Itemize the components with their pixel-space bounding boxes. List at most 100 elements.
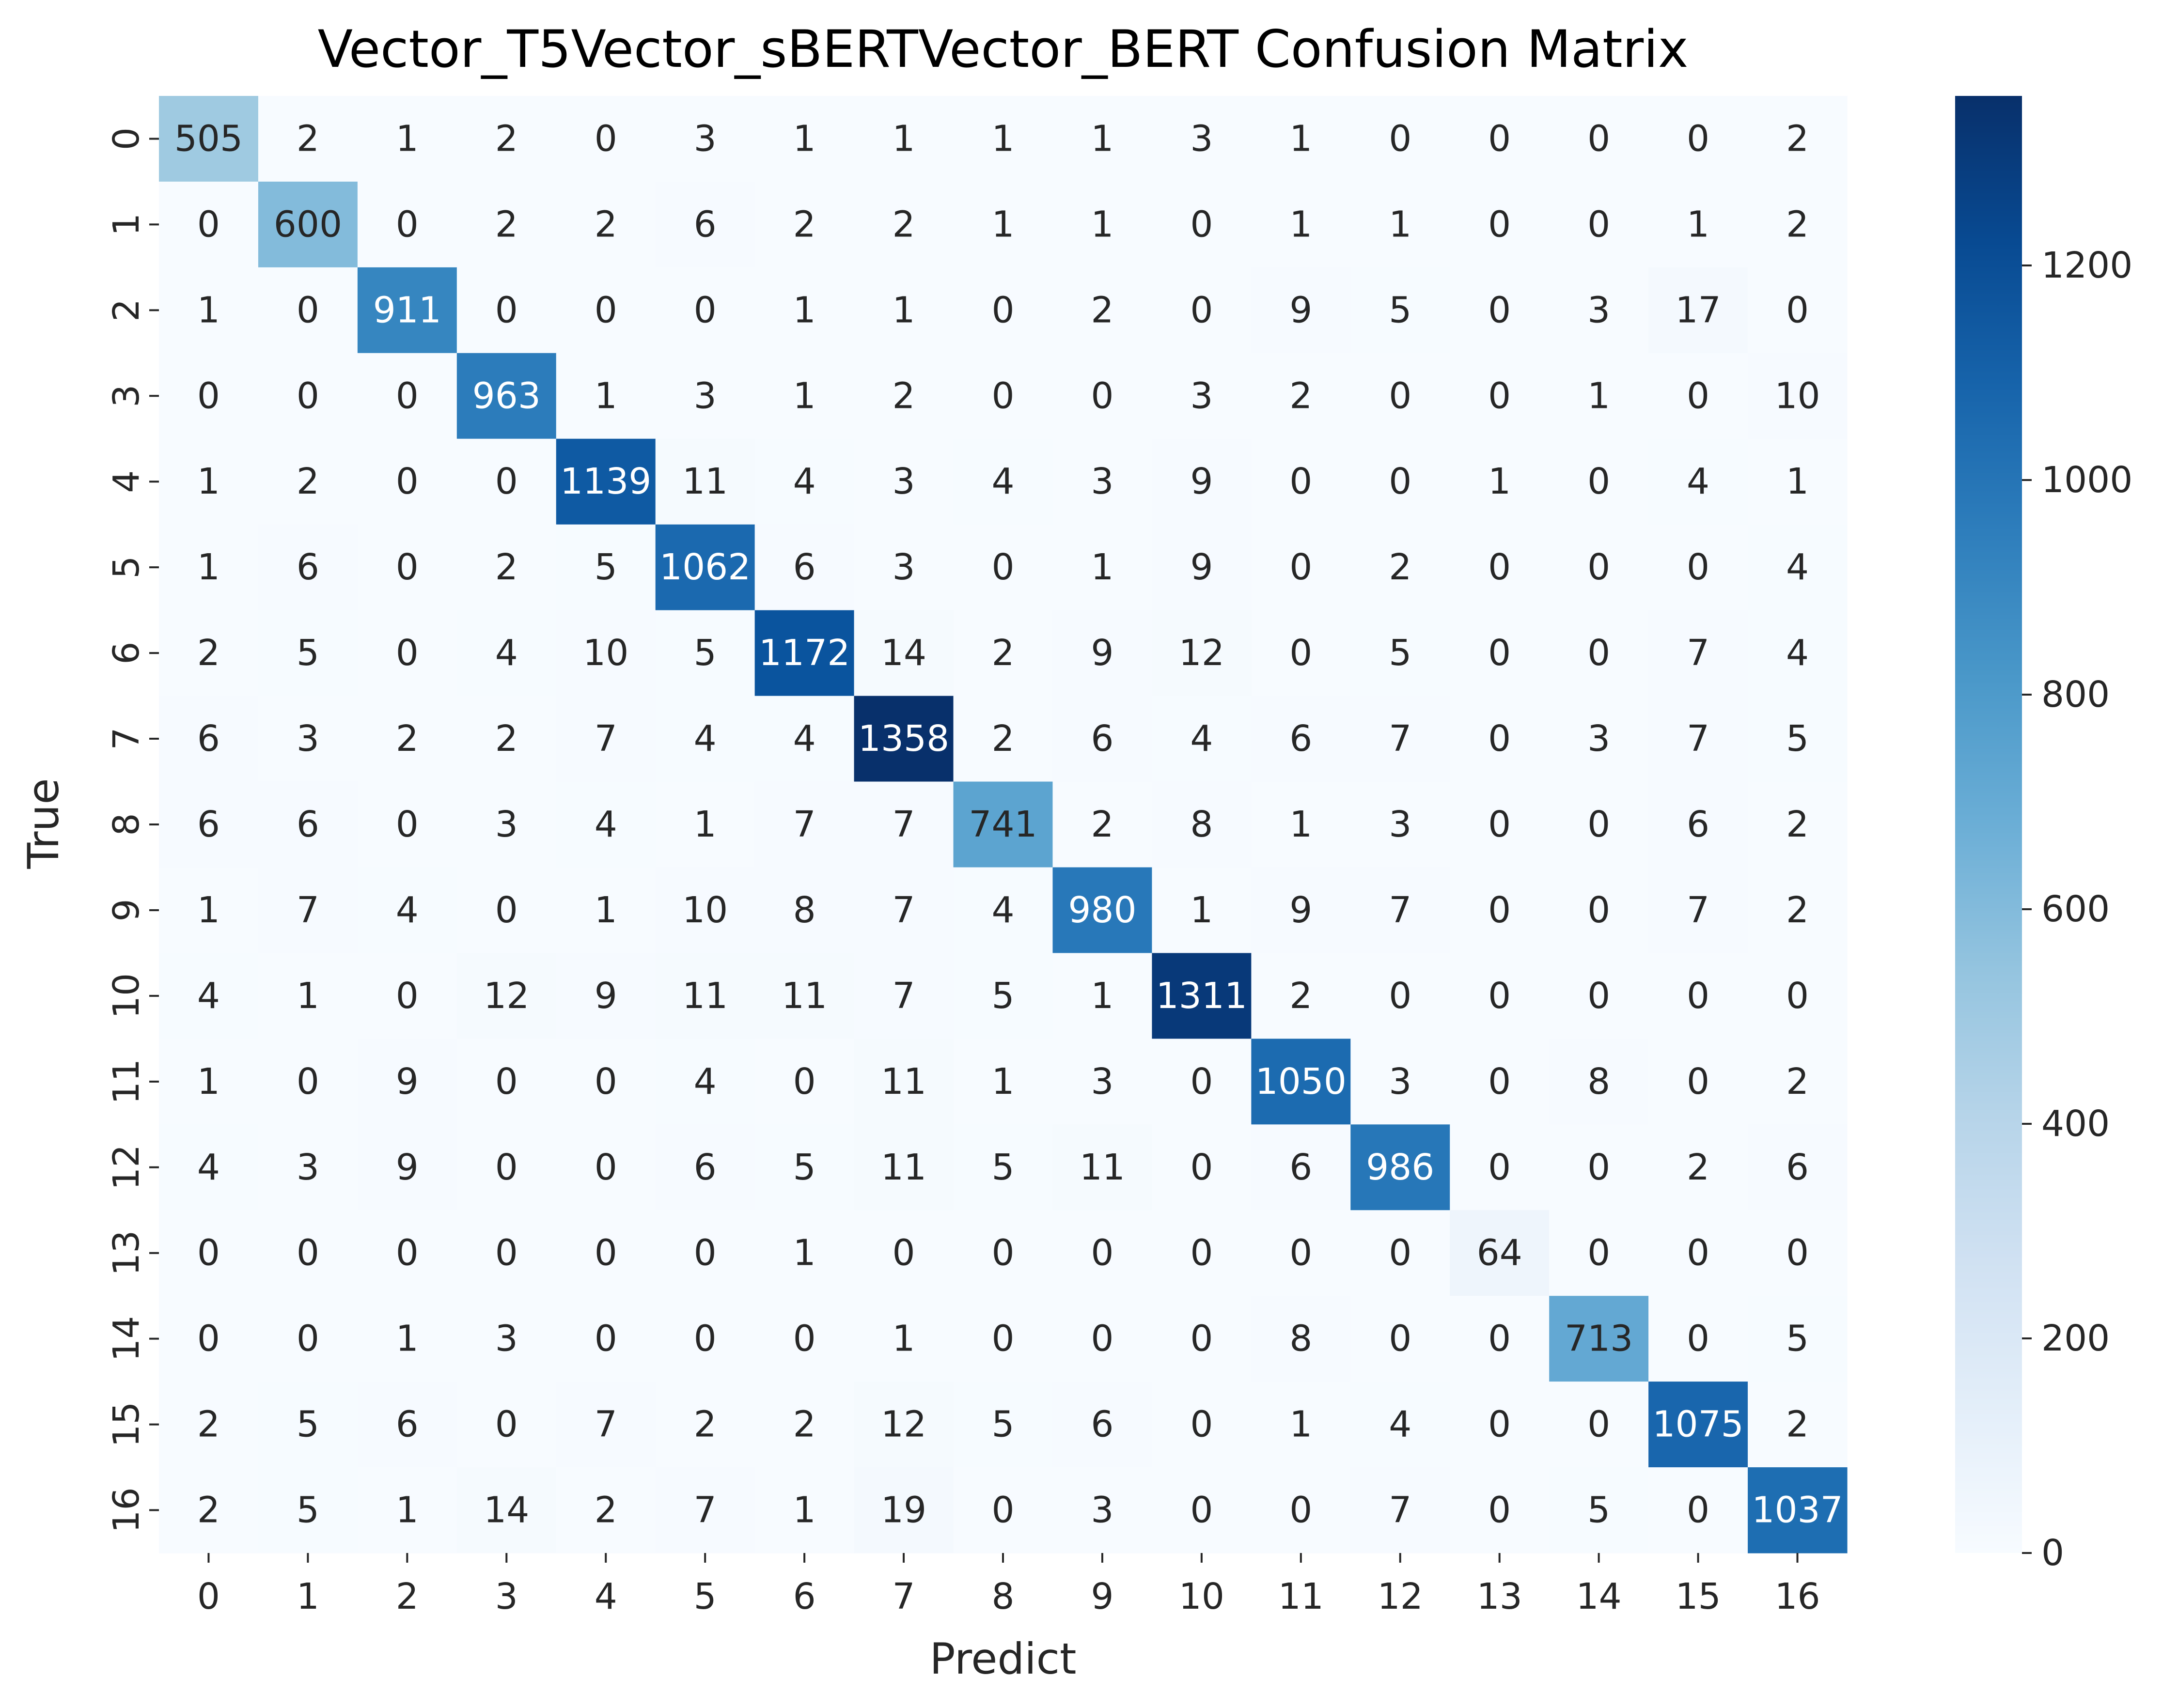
colorbar-tick-label: 600 <box>2041 888 2110 930</box>
heatmap-cell <box>1450 181 1550 268</box>
cell-value: 600 <box>274 203 342 245</box>
cell-value: 0 <box>197 203 220 245</box>
heatmap-cell <box>1748 96 1848 182</box>
heatmap-cell <box>854 353 954 439</box>
cell-value: 1037 <box>1752 1490 1843 1531</box>
heatmap-cell <box>1648 1210 1748 1296</box>
cell-value: 1 <box>893 1318 915 1360</box>
x-tick-label: 1 <box>297 1576 319 1617</box>
x-tick-label: 10 <box>1179 1576 1224 1617</box>
heatmap-cell <box>1052 181 1153 268</box>
heatmap-cell <box>456 953 557 1039</box>
heatmap-cell <box>456 353 557 439</box>
x-tick-label: 5 <box>694 1576 717 1617</box>
heatmap-cell <box>1350 1124 1450 1211</box>
cell-value: 963 <box>472 375 541 417</box>
y-axis-label: True <box>18 778 68 870</box>
heatmap-cell <box>655 1039 755 1125</box>
cell-value: 0 <box>595 1318 617 1360</box>
cell-value: 6 <box>694 1147 717 1188</box>
cell-value: 0 <box>1289 632 1312 674</box>
heatmap-cell <box>1549 1467 1649 1553</box>
heatmap-cell <box>1450 610 1550 697</box>
heatmap-cell <box>159 353 259 439</box>
heatmap-cell <box>159 181 259 268</box>
cell-value: 1 <box>297 975 319 1017</box>
heatmap-cell <box>655 953 755 1039</box>
heatmap-cell <box>1350 1210 1450 1296</box>
cell-value: 2 <box>793 203 816 245</box>
cell-value: 11 <box>881 1147 926 1188</box>
heatmap-cell <box>1251 181 1351 268</box>
cell-value: 0 <box>1587 118 1610 159</box>
cell-value: 0 <box>1488 546 1511 588</box>
heatmap-cell <box>655 781 755 868</box>
cell-value: 4 <box>1389 1404 1411 1445</box>
colorbar-tick-label: 1000 <box>2041 459 2132 501</box>
heatmap-cell <box>953 353 1053 439</box>
heatmap-cell <box>456 867 557 954</box>
heatmap-cell <box>357 867 457 954</box>
heatmap-cell <box>1549 1382 1649 1468</box>
cell-value: 0 <box>793 1061 816 1102</box>
cell-value: 2 <box>197 632 220 674</box>
cell-value: 0 <box>991 1232 1014 1274</box>
heatmap-cell <box>1052 96 1153 182</box>
heatmap-cell <box>456 438 557 525</box>
heatmap-cell <box>854 1124 954 1211</box>
cell-value: 7 <box>1389 889 1411 931</box>
cell-value: 7 <box>595 718 617 760</box>
cell-value: 6 <box>297 546 319 588</box>
heatmap-cell <box>556 781 656 868</box>
cell-value: 7 <box>1687 889 1709 931</box>
y-tick-label: 15 <box>106 1402 147 1447</box>
heatmap-cell <box>456 1382 557 1468</box>
heatmap-cell <box>1350 1296 1450 1382</box>
heatmap-cell <box>1152 524 1252 611</box>
heatmap-cell <box>655 524 755 611</box>
cell-value: 0 <box>495 1147 518 1188</box>
heatmap-cell <box>754 610 855 697</box>
cell-value: 1 <box>595 889 617 931</box>
colorbar <box>1955 96 2022 1553</box>
heatmap-cell <box>1549 867 1649 954</box>
heatmap-cell <box>357 267 457 354</box>
cell-value: 986 <box>1366 1147 1434 1188</box>
cell-value: 0 <box>1687 975 1709 1017</box>
heatmap-cell <box>1748 353 1848 439</box>
heatmap-cell <box>953 181 1053 268</box>
cell-value: 0 <box>495 1061 518 1102</box>
cell-value: 0 <box>1190 1232 1213 1274</box>
cell-value: 3 <box>1389 1061 1411 1102</box>
cell-value: 0 <box>396 804 419 845</box>
cell-value: 9 <box>595 975 617 1017</box>
cell-value: 3 <box>1091 1490 1113 1531</box>
heatmap-cell <box>1648 524 1748 611</box>
cell-value: 1 <box>991 1061 1014 1102</box>
cell-value: 1 <box>1587 375 1610 417</box>
heatmap-cell <box>1748 1382 1848 1468</box>
heatmap-cell <box>1549 353 1649 439</box>
cell-value: 5 <box>1389 289 1411 331</box>
heatmap-cell <box>456 1124 557 1211</box>
heatmap-cell <box>1549 1124 1649 1211</box>
cell-value: 741 <box>969 804 1037 845</box>
cell-value: 4 <box>595 804 617 845</box>
cell-value: 3 <box>1091 461 1113 502</box>
heatmap-cell <box>1748 1296 1848 1382</box>
heatmap-cell <box>1648 610 1748 697</box>
heatmap-cell <box>1450 1467 1550 1553</box>
heatmap-cell <box>754 181 855 268</box>
heatmap-cell <box>1648 867 1748 954</box>
cell-value: 0 <box>1587 461 1610 502</box>
cell-value: 2 <box>297 118 319 159</box>
cell-value: 5 <box>793 1147 816 1188</box>
y-tick-label: 13 <box>106 1230 147 1276</box>
heatmap-cell <box>258 1382 358 1468</box>
cell-value: 1 <box>793 118 816 159</box>
colorbar-ticks: 0 200 400 600 800 1000 1200 <box>2022 245 2132 1574</box>
cell-value: 17 <box>1676 289 1721 331</box>
cell-value: 0 <box>1190 1061 1213 1102</box>
heatmap-cell <box>159 267 259 354</box>
cell-value: 11 <box>881 1061 926 1102</box>
